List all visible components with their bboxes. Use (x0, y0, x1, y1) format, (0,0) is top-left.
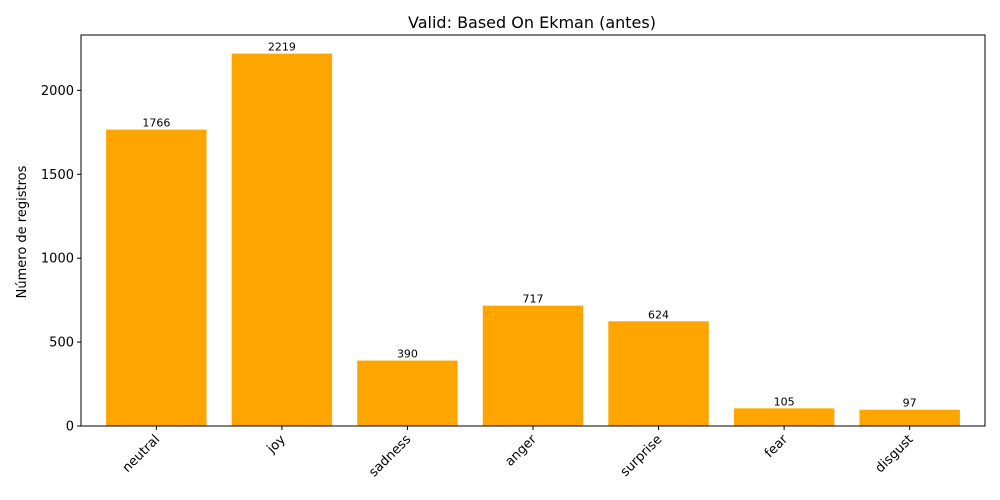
y-tick-label: 500 (49, 336, 74, 351)
x-tick-label-surprise: surprise (618, 432, 666, 480)
y-tick-label: 1000 (41, 252, 74, 267)
data-label-sadness: 390 (397, 348, 418, 361)
x-axis: neutral joy sadness anger surprise fear disgus… (120, 426, 917, 480)
data-labels-group: 1766 2219 390 717 624 105 97 (142, 41, 916, 410)
bar-anger (482, 305, 584, 426)
bar-neutral (106, 129, 207, 426)
bar-surprise (608, 321, 709, 426)
x-tick-label-joy: joy (264, 432, 289, 457)
x-tick-label-sadness: sadness (366, 432, 414, 480)
bars-group (106, 53, 960, 426)
y-tick-label: 2000 (41, 84, 74, 99)
y-axis: 0 500 1000 1500 2000 (41, 84, 81, 435)
data-label-joy: 2219 (268, 41, 296, 54)
data-label-surprise: 624 (648, 308, 669, 321)
data-label-anger: 717 (523, 293, 544, 306)
x-tick-label-disgust: disgust (873, 432, 917, 476)
bar-fear (733, 408, 835, 426)
x-tick-label-fear: fear (762, 432, 791, 461)
bar-disgust (859, 409, 960, 426)
bar-sadness (357, 360, 458, 426)
data-label-neutral: 1766 (142, 117, 170, 130)
x-tick-label-anger: anger (502, 432, 540, 470)
plot-frame (80, 34, 986, 427)
x-tick-label-neutral: neutral (120, 432, 163, 475)
chart-title: Valid: Based On Ekman (antes) (408, 13, 656, 32)
bar-joy (231, 53, 333, 426)
y-tick-label: 0 (66, 420, 74, 435)
data-label-fear: 105 (774, 395, 795, 408)
data-label-disgust: 97 (903, 397, 917, 410)
y-axis-label: Número de registros (15, 165, 30, 298)
y-tick-label: 1500 (41, 168, 74, 183)
